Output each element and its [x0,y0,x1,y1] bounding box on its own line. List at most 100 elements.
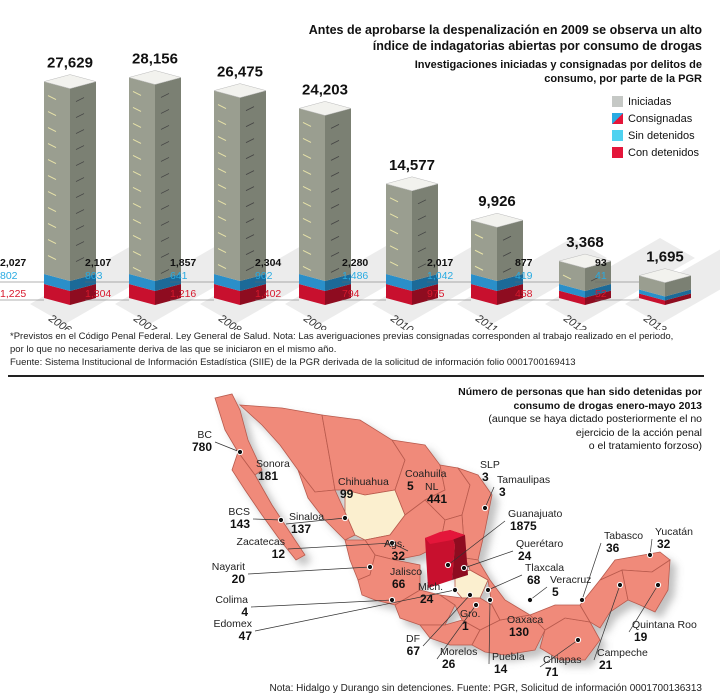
marker-colima [388,596,396,604]
bar-sin-detenidos-left [471,274,497,291]
paper-stripe [302,265,312,271]
paper-stripe [245,218,255,223]
paper-stripe [302,217,312,223]
state-label-bc: BC [197,429,212,441]
paper-stripe [160,109,170,114]
paper-stripe [330,252,340,257]
state-mich[interactable] [394,589,456,626]
paper-stripe [217,184,227,190]
leader-line-zacatecas [287,542,393,550]
paper-stripe [245,202,255,207]
consignadas-label: 2,027 [0,257,26,269]
paper-stripe [217,120,227,126]
paper-stripe [132,202,142,208]
section-divider [8,375,704,377]
legend-label: Consignadas [628,112,693,125]
paper-stripe [217,168,227,174]
paper-stripe [217,136,227,142]
paper-stripe [217,216,227,222]
state-label-ags-: Ags. [384,538,405,550]
state-label-jalisco: Jalisco [390,566,422,578]
marker-veracruz [526,596,534,604]
paper-stripe [47,159,57,165]
map-shape [214,393,671,661]
paper-stripe [132,234,142,240]
paper-stripe [132,250,142,256]
leader-line-puebla [488,599,491,665]
paper-stripe [217,264,227,270]
state-label-colima: Colima [215,594,248,606]
paper-stripe [330,268,340,273]
bar-chart: 27,6292,0278021,225200628,1562,1078031,3… [0,50,720,330]
marker-tamaulipas [481,504,489,512]
map-footer: Nota: Hidalgo y Durango sin detenciones.… [269,683,703,694]
paper-stripe [132,186,142,192]
marker-puebla [486,596,494,604]
paper-stripe [75,113,85,118]
state-label-campeche: Campeche [597,647,648,659]
consignadas-label: 2,107 [85,257,111,269]
paper-stripe [245,106,255,111]
con-detenidos-label: 794 [342,288,360,300]
marker-guanajuato [444,561,452,569]
paper-stripe [160,157,170,162]
paper-stripe [417,199,427,205]
bar-top-paper [43,74,97,89]
paper-stripe [160,125,170,130]
marker-edomex [451,586,459,594]
paper-stripe [302,153,312,159]
paper-stripe [132,170,142,176]
paper-stripe [245,234,255,239]
paper-stripe [590,276,600,282]
state-value-chiapas: 71 [545,665,559,679]
paper-stripe [132,106,142,112]
bar-iniciadas-left [44,81,70,281]
bar-top-paper [638,268,692,283]
leader-line-veracruz [529,586,548,601]
marker-quintana-roo [654,581,662,589]
state-bcs[interactable] [231,451,306,561]
con-detenidos-label: 1,304 [85,288,111,300]
leader-line-nayarit [247,566,371,575]
state-value-bc: 780 [192,440,212,454]
bar-iniciadas-left [386,183,412,281]
state-label-yucat-n: Yucatán [655,526,693,538]
state-value-zacatecas: 12 [272,547,286,561]
state-label-chihuahua: Chihuahua [338,476,389,488]
paper-stripe [389,245,399,251]
bar-con-detenidos-left [559,290,585,305]
state-label-mich-: Mich. [418,581,443,593]
paper-stripe [330,188,340,193]
leader-line-df [422,594,471,647]
bar-sin-detenidos-left [639,289,665,301]
state-label-tabasco: Tabasco [604,530,643,542]
legend: Iniciadas Consignadas Sin detenidos Con … [612,93,699,161]
sin-detenidos-label: 641 [170,270,188,282]
marker-nayarit [366,563,374,571]
paper-stripe [75,97,85,102]
legend-swatch-sin-detenidos [612,130,623,141]
marker-quer-taro [460,564,468,572]
state-label-chiapas: Chiapas [543,654,582,666]
bar-total-label: 14,577 [389,157,435,174]
state-jalisco[interactable] [357,554,421,606]
state-qroo[interactable] [621,559,671,613]
paper-stripe [330,140,340,145]
sin-detenidos-label: 1,486 [342,270,368,282]
sin-detenidos-label: 802 [0,270,18,282]
leader-line-sinaloa [285,517,346,525]
paper-stripe [132,218,142,224]
state-label-edomex: Edomex [213,618,252,630]
bar-top-paper [213,83,267,98]
con-detenidos-label: 975 [427,288,445,300]
state-bc[interactable] [214,393,263,476]
paper-stripe [474,265,484,271]
paper-stripe [47,255,57,261]
sin-detenidos-label: 902 [255,270,273,282]
leader-line-bc [214,441,241,453]
paper-stripe [75,241,85,246]
chart-subtitle: Investigaciones iniciadas y consignadas … [414,59,702,85]
leader-line-colima [250,599,393,608]
paper-stripe [417,231,427,237]
marker-tlaxcala [484,586,492,594]
